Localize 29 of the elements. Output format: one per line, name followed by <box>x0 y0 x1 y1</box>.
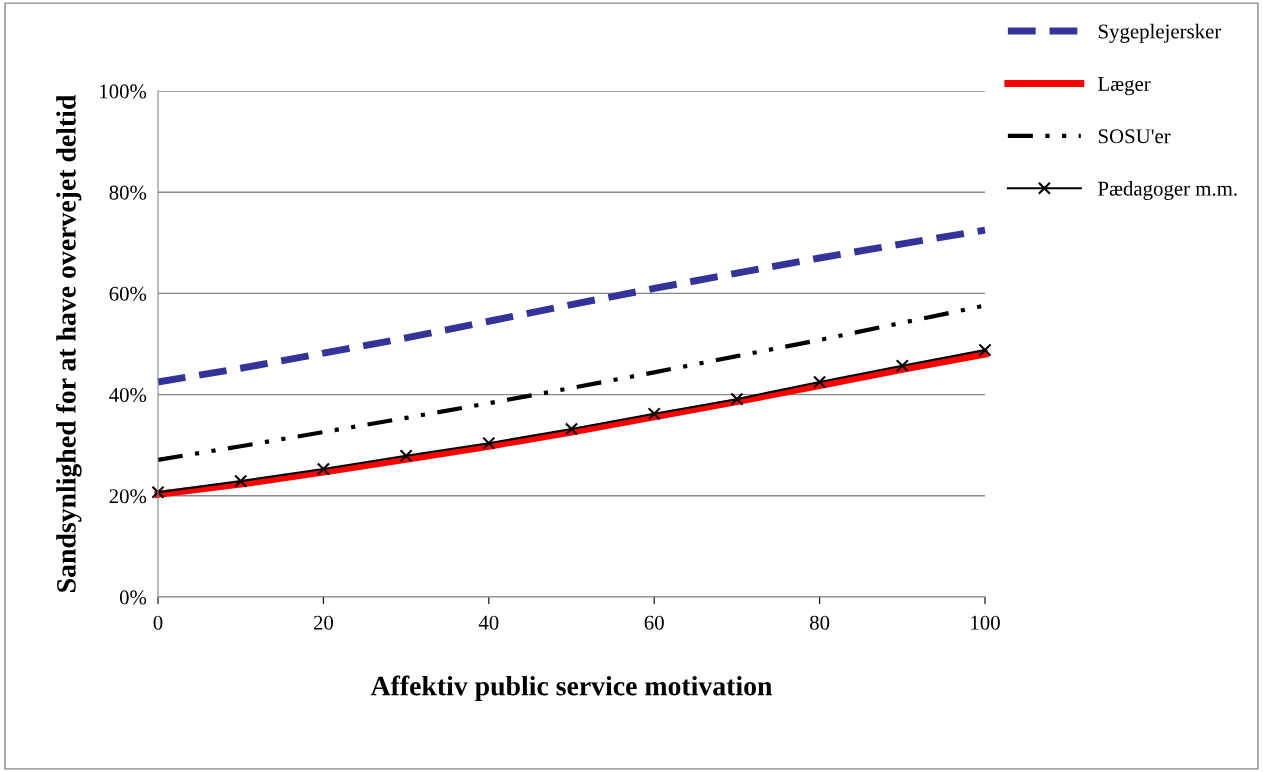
x-tick-label: 100 <box>971 615 1000 630</box>
y-tick-label: 0% <box>119 590 147 605</box>
x-tick-label: 0 <box>153 615 163 630</box>
point <box>895 359 909 373</box>
legend-label: Sygeplejersker <box>1098 23 1222 43</box>
y-axis-title: Sandsynlighed for at have overvejet deltid <box>55 94 82 592</box>
y-tick-label: 40% <box>109 387 147 403</box>
legend-label: Læger <box>1098 77 1151 96</box>
point <box>564 422 579 436</box>
y-tick-label: 60% <box>109 286 147 301</box>
point <box>399 449 413 463</box>
point <box>482 436 496 450</box>
point <box>813 375 827 389</box>
x-tick-label: 20 <box>313 615 334 630</box>
x-tick-label: 60 <box>644 615 664 630</box>
x-tick-label: 40 <box>478 615 499 630</box>
legend-label: SOSU'er <box>1098 129 1171 144</box>
point <box>978 343 992 357</box>
x-axis-title: Affektiv public service motivation <box>370 675 773 702</box>
point <box>234 474 248 488</box>
point <box>316 462 330 476</box>
x-tick-label: 80 <box>809 615 830 630</box>
point <box>151 485 165 499</box>
y-tick-label: 80% <box>109 185 147 200</box>
legend-label: Pædagoger m.m. <box>1098 181 1237 200</box>
y-tick-label: 100% <box>100 84 147 99</box>
y-tick-label: 20% <box>109 489 147 504</box>
point <box>730 392 744 406</box>
point <box>647 407 661 421</box>
